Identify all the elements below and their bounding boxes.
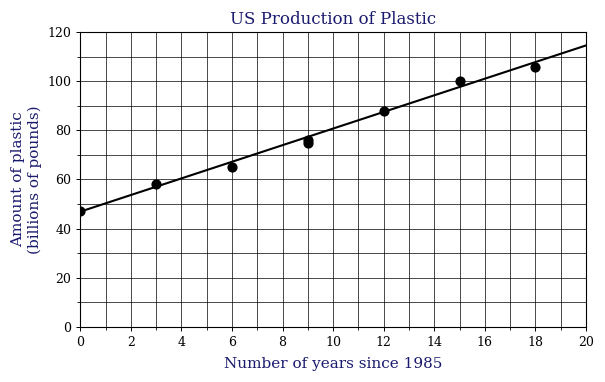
- Point: [531, 64, 540, 70]
- Point: [227, 164, 237, 170]
- Y-axis label: Amount of plastic
(billions of pounds): Amount of plastic (billions of pounds): [11, 105, 42, 254]
- X-axis label: Number of years since 1985: Number of years since 1985: [224, 357, 442, 371]
- Point: [151, 181, 161, 188]
- Point: [455, 78, 465, 84]
- Point: [303, 140, 313, 146]
- Title: US Production of Plastic: US Production of Plastic: [230, 11, 436, 28]
- Point: [379, 108, 388, 114]
- Point: [76, 208, 85, 214]
- Point: [303, 137, 313, 143]
